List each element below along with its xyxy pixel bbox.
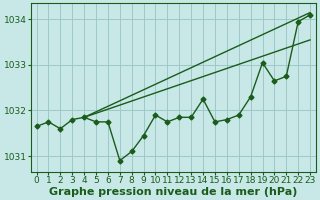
X-axis label: Graphe pression niveau de la mer (hPa): Graphe pression niveau de la mer (hPa): [49, 187, 298, 197]
